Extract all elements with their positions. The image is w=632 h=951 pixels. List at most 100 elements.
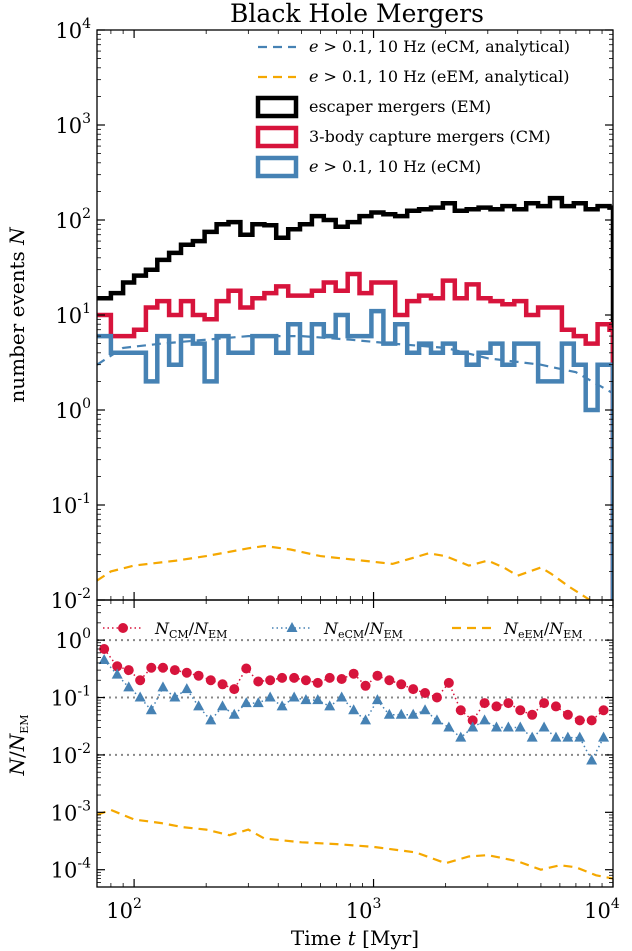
ratio-point-triangle	[467, 721, 479, 732]
x-axis-label: Time t [Myr]	[291, 926, 419, 950]
ratio-point-circle	[372, 670, 383, 681]
legend-label-2: escaper mergers (EM)	[309, 97, 491, 116]
ratio-point-triangle	[479, 714, 491, 725]
ratio-point-triangle	[407, 708, 419, 719]
ratio-point-circle	[503, 698, 514, 709]
ratio-point-circle	[562, 709, 573, 720]
legend-label-1: e > 0.1, 10 Hz (eEM, analytical)	[309, 67, 569, 86]
ratio-point-circle	[217, 679, 228, 690]
ratio-point-triangle	[157, 681, 169, 692]
ratio-point-circle	[277, 672, 288, 683]
ratio-point-triangle	[288, 691, 300, 702]
ratio-plot-area	[97, 639, 613, 880]
ratio-point-circle	[455, 705, 466, 716]
ratio-point-circle	[324, 672, 335, 683]
ratio-point-circle	[491, 701, 502, 712]
ratio-point-circle	[123, 665, 134, 676]
ratio-y-ticks: 10-4 10-3 10-2 10-1 100	[51, 599, 613, 888]
ratio-point-circle	[289, 672, 300, 683]
ratio-point-circle	[300, 675, 311, 686]
ratio-point-circle	[467, 715, 478, 726]
ratio-y-axis-label: N/NEM	[5, 714, 31, 776]
ratio-y-tick-label: 100	[55, 626, 91, 653]
ratio-point-circle	[241, 663, 252, 674]
ratio-point-triangle	[228, 708, 240, 719]
ratio-point-circle	[360, 680, 371, 691]
ratio-point-triangle	[145, 704, 157, 715]
ratio-point-circle	[515, 705, 526, 716]
ratio-x-ticks: 102 103 104	[106, 600, 620, 923]
ratio-point-circle	[112, 661, 123, 672]
ratio-point-triangle	[205, 714, 217, 725]
ratio-point-triangle	[169, 691, 181, 702]
histogram-series-3	[97, 271, 613, 600]
ratio-point-triangle	[538, 721, 550, 732]
legend-label-3: 3-body capture mergers (CM)	[309, 127, 551, 146]
ratio-point-circle	[157, 662, 168, 673]
ratio-point-triangle	[134, 691, 146, 702]
ratio-point-triangle	[240, 697, 252, 708]
ratio-point-circle	[574, 715, 585, 726]
ratio-point-triangle	[586, 754, 598, 765]
ratio-point-triangle	[336, 691, 348, 702]
main-y-axis-label: number events N	[5, 226, 29, 403]
ratio-point-circle	[146, 662, 157, 673]
ratio-point-circle	[586, 715, 597, 726]
ratio-point-circle	[479, 698, 490, 709]
ratio-point-circle	[253, 676, 264, 687]
dashed-line-series-1	[97, 544, 596, 600]
ratio-point-triangle	[217, 700, 229, 711]
ratio-point-triangle	[502, 721, 514, 732]
ratio-point-triangle	[574, 731, 586, 742]
ratio-point-circle	[181, 667, 192, 678]
ratio-point-circle	[420, 687, 431, 698]
legend-swatch-2	[255, 95, 299, 119]
main-y-tick-label: 101	[55, 301, 91, 328]
legend-label-0: e > 0.1, 10 Hz (eCM, analytical)	[309, 37, 570, 56]
ratio-legend-label-1: NeCM/NEM	[323, 619, 403, 641]
ratio-point-triangle	[598, 731, 610, 742]
ratio-point-circle	[408, 684, 419, 695]
ratio-y-tick-label: 10-2	[51, 741, 91, 768]
main-y-tick-label: 103	[55, 111, 91, 138]
legend-swatch-3	[255, 125, 299, 149]
ratio-legend-label-2: NeEM/NEM	[503, 619, 583, 641]
main-legend: e > 0.1, 10 Hz (eCM, analytical) e > 0.1,…	[255, 37, 570, 179]
ratio-point-circle	[99, 644, 110, 655]
ratio-x-tick-label: 104	[584, 896, 620, 923]
ratio-point-circle	[336, 674, 347, 685]
ratio-point-circle	[598, 705, 609, 716]
ratio-point-triangle	[383, 708, 395, 719]
ratio-point-triangle	[550, 731, 562, 742]
ratio-point-triangle	[300, 694, 312, 705]
ratio-point-triangle	[490, 721, 502, 732]
ratio-point-circle	[443, 677, 454, 688]
ratio-point-circle	[205, 675, 216, 686]
ratio-point-circle	[550, 701, 561, 712]
ratio-point-triangle	[371, 694, 383, 705]
main-y-tick-label: 10-2	[51, 586, 91, 613]
ratio-point-triangle	[431, 714, 443, 725]
ratio-point-triangle	[443, 721, 455, 732]
ratio-point-triangle	[276, 700, 288, 711]
ratio-point-triangle	[181, 683, 193, 694]
ratio-point-triangle	[324, 700, 336, 711]
ratio-panel: 10-4 10-3 10-2 10-1 100 102 103 104 NCM/NEM NeC…	[5, 599, 620, 950]
ratio-point-triangle	[348, 704, 360, 715]
ratio-point-triangle	[98, 654, 110, 665]
legend-swatch-4	[255, 155, 299, 179]
main-y-tick-label: 102	[55, 206, 91, 233]
ratio-point-circle	[193, 670, 204, 681]
ratio-point-triangle	[419, 704, 431, 715]
ratio-point-triangle	[312, 694, 324, 705]
main-y-tick-label: 100	[55, 396, 91, 423]
ratio-point-circle	[265, 675, 276, 686]
ratio-point-circle	[384, 675, 395, 686]
main-y-tick-label: 104	[55, 16, 91, 43]
ratio-point-triangle	[562, 731, 574, 742]
ratio-point-triangle	[111, 668, 123, 679]
ratio-point-triangle	[123, 681, 135, 692]
ratio-x-tick-label: 102	[106, 896, 142, 923]
ratio-point-circle	[312, 677, 323, 688]
ratio-point-circle	[169, 665, 180, 676]
